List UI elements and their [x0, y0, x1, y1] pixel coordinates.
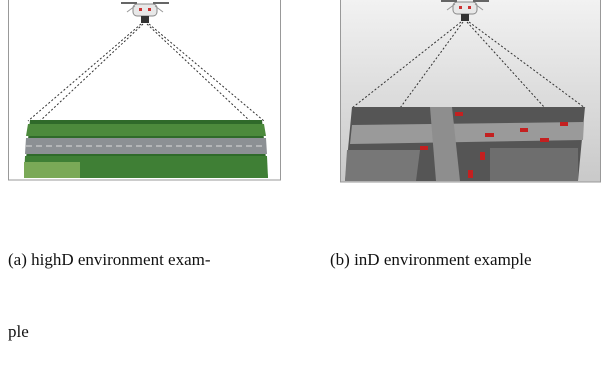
caption-line: (a) highD environment exam- — [8, 248, 211, 272]
page: {"figures": [ {"caption_lines": ["(a) hi… — [0, 0, 608, 251]
ind-figure — [341, 0, 601, 182]
caption-line: (b) inD environment example — [330, 248, 532, 272]
caption-a: (a) highD environment exam- ple — [8, 200, 211, 368]
caption-line: ple — [8, 320, 211, 344]
figure-images — [0, 0, 608, 190]
caption-b: (b) inD environment example — [330, 200, 532, 296]
highd-figure — [9, 0, 281, 180]
